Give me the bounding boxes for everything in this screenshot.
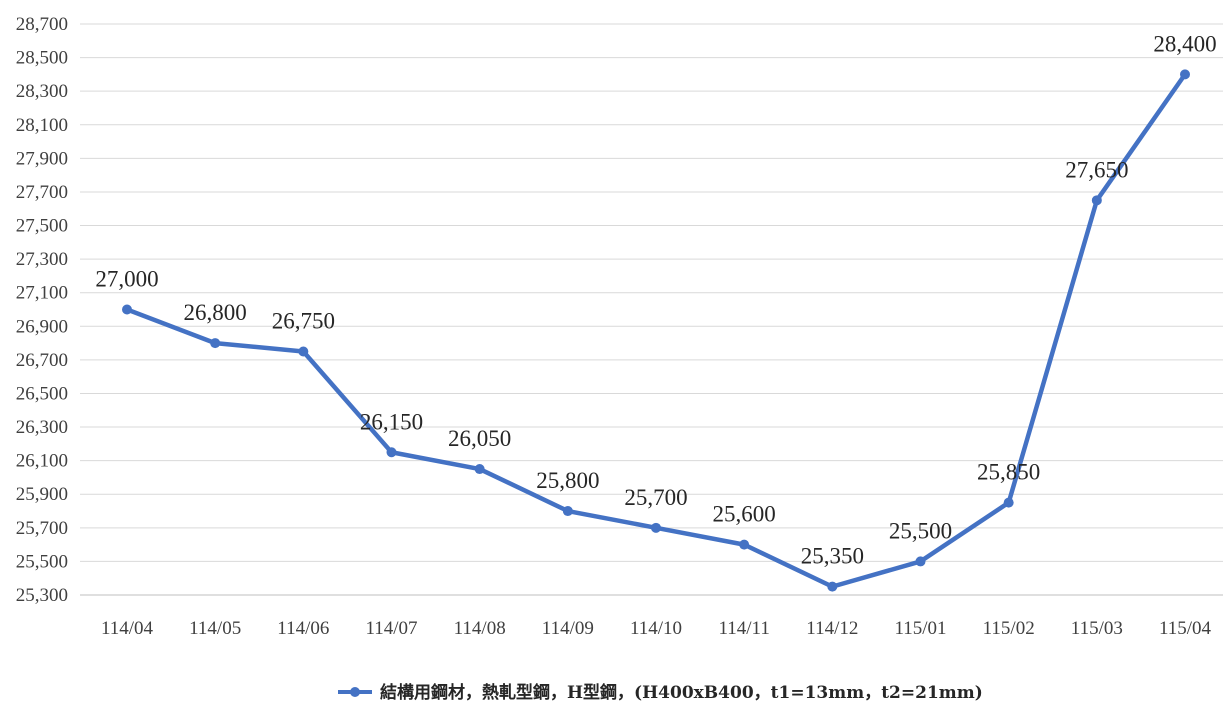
- data-label: 26,750: [272, 308, 335, 333]
- legend-series-name: 結構用鋼材，熱軋型鋼，H型鋼，(H400xB400，t1=13mm，t2=21m…: [380, 682, 983, 703]
- x-axis: 114/04 114/05 114/06 114/07 114/08 114/09 114/…: [101, 618, 1212, 639]
- data-point: [1003, 497, 1014, 508]
- data-label: 25,700: [624, 485, 687, 510]
- x-tick-label: 114/10: [630, 618, 682, 639]
- y-tick-label: 27,300: [16, 249, 68, 270]
- y-tick-label: 26,500: [16, 383, 68, 404]
- x-tick-label: 114/04: [101, 618, 154, 639]
- series-layer: 27,000 26,800 26,750 26,150 26,050 25,800 25,7…: [95, 31, 1217, 592]
- y-tick-label: 27,500: [16, 216, 68, 237]
- y-axis: 25,300 25,500 25,700 25,900 26,100 26,300 26,5…: [16, 14, 68, 606]
- x-tick-label: 115/03: [1071, 618, 1123, 639]
- x-tick-label: 114/12: [806, 618, 858, 639]
- x-tick-label: 114/11: [718, 618, 769, 639]
- data-label: 26,800: [184, 300, 247, 325]
- data-point: [122, 304, 132, 315]
- data-label: 25,600: [713, 502, 776, 527]
- data-label: 28,400: [1153, 31, 1216, 56]
- data-point: [1091, 195, 1102, 206]
- data-label: 27,000: [95, 267, 158, 292]
- x-tick-label: 114/07: [365, 618, 417, 639]
- y-tick-label: 27,100: [16, 283, 68, 304]
- x-tick-label: 115/04: [1159, 618, 1212, 639]
- data-point: [739, 539, 750, 550]
- x-tick-label: 115/01: [894, 618, 946, 639]
- x-tick-label: 114/05: [189, 618, 241, 639]
- y-tick-label: 25,300: [16, 585, 68, 606]
- data-label: 25,500: [889, 518, 952, 543]
- data-point: [298, 346, 309, 357]
- y-tick-label: 28,100: [16, 115, 68, 136]
- data-point: [210, 338, 221, 349]
- y-tick-label: 28,300: [16, 81, 68, 102]
- legend-point-marker: [350, 687, 360, 697]
- y-tick-label: 28,500: [16, 48, 68, 69]
- x-tick-label: 115/02: [983, 618, 1035, 639]
- x-tick-label: 114/06: [277, 618, 329, 639]
- x-tick-label: 114/09: [542, 618, 594, 639]
- y-tick-label: 25,900: [16, 484, 68, 505]
- data-label: 25,800: [536, 468, 599, 493]
- y-tick-label: 28,700: [16, 14, 68, 35]
- legend: 結構用鋼材，熱軋型鋼，H型鋼，(H400xB400，t1=13mm，t2=21m…: [338, 682, 983, 703]
- data-point: [386, 447, 397, 458]
- y-tick-label: 26,700: [16, 350, 68, 371]
- data-label: 26,150: [360, 409, 423, 434]
- y-tick-label: 25,700: [16, 518, 68, 539]
- data-point: [915, 556, 926, 567]
- data-point: [562, 506, 573, 517]
- x-tick-label: 114/08: [454, 618, 506, 639]
- y-tick-label: 26,300: [16, 417, 68, 438]
- y-tick-label: 26,100: [16, 451, 68, 472]
- data-point: [1180, 69, 1190, 80]
- gridlines: [80, 23, 1223, 596]
- y-tick-label: 27,700: [16, 182, 68, 203]
- data-point: [827, 581, 838, 592]
- data-point: [651, 522, 661, 533]
- y-tick-label: 25,500: [16, 551, 68, 572]
- data-label: 25,350: [801, 544, 864, 569]
- data-label: 25,850: [977, 460, 1040, 485]
- y-tick-label: 27,900: [16, 148, 68, 169]
- y-tick-label: 26,900: [16, 316, 68, 337]
- data-label: 27,650: [1065, 157, 1128, 182]
- data-label: 26,050: [448, 426, 511, 451]
- data-point: [474, 464, 485, 475]
